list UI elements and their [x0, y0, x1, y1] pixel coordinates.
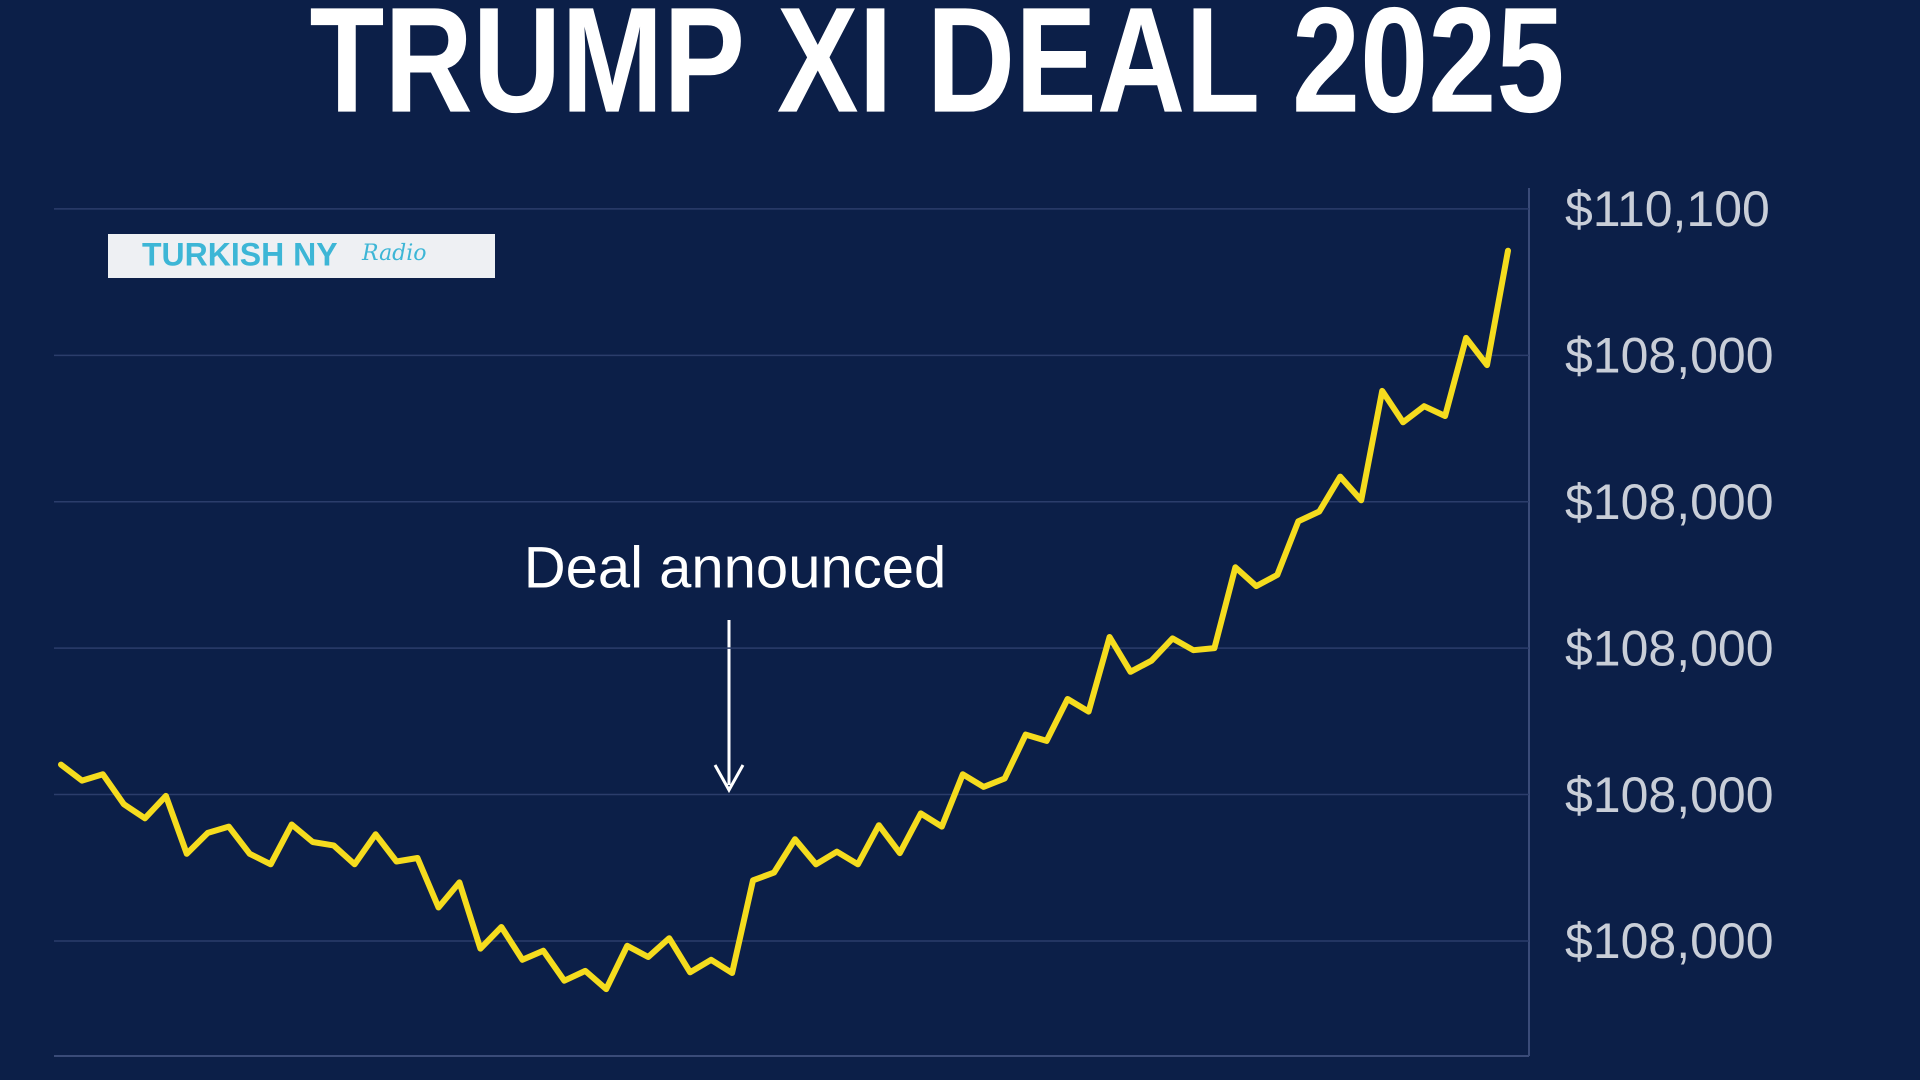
y-tick-label: $108,000	[1565, 328, 1774, 384]
annotation-arrowhead	[713, 764, 745, 794]
annotation: Deal announced	[524, 535, 946, 600]
y-tick-label: $110,100	[1565, 181, 1770, 237]
y-tick-label: $108,000	[1565, 913, 1774, 969]
y-tick-label: $108,000	[1565, 620, 1774, 676]
chart-title: TRUMP XI DEAL 2025	[310, 0, 1565, 144]
y-tick-label: $108,000	[1565, 474, 1774, 530]
logo-script: Radio	[361, 241, 427, 266]
price-line	[58, 247, 1511, 993]
logo-box	[108, 234, 495, 278]
y-tick-label: $108,000	[1565, 767, 1774, 823]
logo-name: TURKISH NY	[142, 236, 338, 272]
